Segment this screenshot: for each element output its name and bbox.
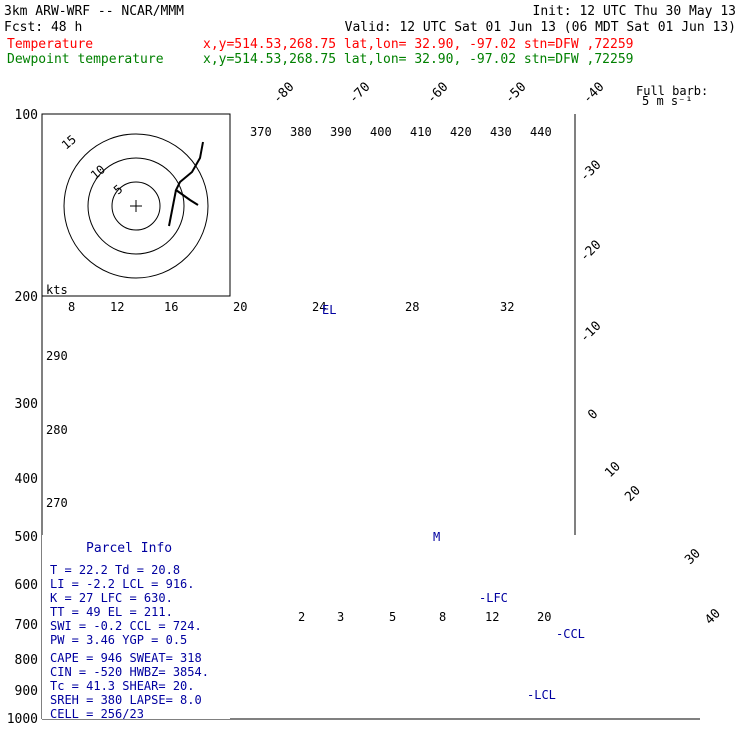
- pressure-label: 600: [15, 578, 38, 593]
- parcel-info-row: CAPE = 946 SWEAT= 318: [50, 651, 202, 665]
- theta-label: 370: [250, 125, 272, 139]
- speed-label: 8: [68, 300, 75, 314]
- wind-key-line1: Full barb:: [636, 84, 708, 98]
- hodograph: 5 10 15 kts: [41, 113, 231, 297]
- el-marker: EL: [322, 303, 336, 317]
- speed-label: 28: [405, 300, 419, 314]
- isotherm-labels: -80 -70 -60 -50 -40 -30 -20 -10 0 10 20 …: [270, 80, 724, 628]
- mixing-ratio-label: 2: [298, 610, 305, 624]
- pressure-label: 800: [15, 653, 38, 668]
- m-marker: M: [433, 530, 440, 544]
- parcel-info-row: Tc = 41.3 SHEAR= 20.: [50, 679, 195, 693]
- hodograph-ring-outer: [63, 133, 209, 279]
- parcel-info-row: TT = 49 EL = 211.: [50, 605, 173, 619]
- pressure-label: 500: [15, 530, 38, 545]
- isotherm-label: 30: [682, 546, 704, 568]
- pressure-label: 1000: [7, 712, 38, 727]
- speed-label: 24: [312, 300, 326, 314]
- theta-side-label: 280: [46, 423, 68, 437]
- isotherm-label: -80: [270, 80, 297, 107]
- parcel-info-title: Parcel Info: [86, 541, 172, 556]
- speed-label: 20: [233, 300, 247, 314]
- parcel-info-panel: Parcel Info T = 22.2 Td = 20.8 LI = -2.2…: [42, 535, 230, 721]
- hodograph-trace: [174, 141, 204, 206]
- hodograph-storm-motion: [168, 189, 177, 227]
- forecast-hour: Fcst: 48 h: [4, 20, 82, 35]
- pressure-axis-labels: 100 200 300 400 500 600 700 800 900 1000: [7, 108, 38, 727]
- parcel-info-row: SREH = 380 LAPSE= 8.0: [50, 693, 202, 707]
- speed-label: 12: [110, 300, 124, 314]
- isotherm-label: -70: [346, 80, 373, 107]
- mixing-ratio-label: 8: [439, 610, 446, 624]
- parcel-info-row: T = 22.2 Td = 20.8: [50, 563, 180, 577]
- isotherm-label: -20: [577, 238, 604, 265]
- parcel-info-row: CELL = 256/23: [50, 707, 144, 721]
- theta-label: 410: [410, 125, 432, 139]
- mixing-ratio-label: 12: [485, 610, 499, 624]
- hodograph-ring-middle: [87, 157, 185, 255]
- hodograph-ring-inner: [111, 181, 161, 231]
- theta-label: 400: [370, 125, 392, 139]
- isotherm-label: 20: [622, 483, 644, 505]
- parcel-info-row: PW = 3.46 YGP = 0.5: [50, 633, 187, 647]
- parcel-info-background: [42, 535, 230, 719]
- parcel-info-row: SWI = -0.2 CCL = 724.: [50, 619, 202, 633]
- speed-label: 16: [164, 300, 178, 314]
- valid-time: Valid: 12 UTC Sat 01 Jun 13 (06 MDT Sat …: [345, 20, 736, 35]
- pressure-label: 200: [15, 290, 38, 305]
- isotherm-label: 10: [602, 459, 624, 481]
- init-time: Init: 12 UTC Thu 30 May 13: [533, 4, 737, 19]
- mixing-ratio-label: 3: [337, 610, 344, 624]
- theta-label: 380: [290, 125, 312, 139]
- isotherm-label: -40: [580, 80, 607, 107]
- pressure-label: 300: [15, 397, 38, 412]
- theta-label: 440: [530, 125, 552, 139]
- theta-label: 430: [490, 125, 512, 139]
- isotherm-label: 0: [585, 407, 601, 423]
- isotherm-label: 40: [702, 606, 724, 628]
- dewpoint-legend-label: Dewpoint temperature: [7, 52, 164, 67]
- mixing-ratio-label: 5: [389, 610, 396, 624]
- theta-label: 390: [330, 125, 352, 139]
- hodograph-units: kts: [46, 283, 68, 297]
- parcel-info-row: LI = -2.2 LCL = 916.: [50, 577, 195, 591]
- level-markers: -LFC -CCL -LCL EL M: [322, 303, 585, 702]
- speed-label: 32: [500, 300, 514, 314]
- pressure-label: 100: [15, 108, 38, 123]
- theta-labels: 370 380 390 400 410 420 430 440 290 280 …: [46, 125, 552, 510]
- theta-side-label: 290: [46, 349, 68, 363]
- mixing-ratio-label: 20: [537, 610, 551, 624]
- pressure-label: 400: [15, 472, 38, 487]
- wind-key-line2: 5 m s⁻¹: [642, 94, 693, 108]
- ccl-marker: -CCL: [556, 627, 585, 641]
- temperature-legend-label: Temperature: [7, 37, 93, 52]
- pressure-label: 900: [15, 684, 38, 699]
- dewpoint-legend-info: x,y=514.53,268.75 lat,lon= 32.90, -97.02…: [203, 52, 633, 67]
- theta-label: 420: [450, 125, 472, 139]
- isotherm-label: -10: [577, 319, 604, 346]
- isotherm-label: -50: [502, 80, 529, 107]
- model-title: 3km ARW-WRF -- NCAR/MMM: [4, 4, 184, 19]
- speed-axis-labels: 8 12 16 20 24 28 32: [68, 300, 514, 314]
- temperature-legend-info: x,y=514.53,268.75 lat,lon= 32.90, -97.02…: [203, 37, 633, 52]
- lfc-marker: -LFC: [479, 591, 508, 605]
- lcl-marker: -LCL: [527, 688, 556, 702]
- parcel-info-row: K = 27 LFC = 630.: [50, 591, 173, 605]
- parcel-info-row: CIN = -520 HWBZ= 3854.: [50, 665, 209, 679]
- pressure-label: 700: [15, 618, 38, 633]
- theta-side-label: 270: [46, 496, 68, 510]
- isotherm-label: -60: [424, 80, 451, 107]
- isotherm-label: -30: [577, 158, 604, 185]
- mixing-ratio-labels: 2 3 5 8 12 20: [298, 610, 551, 624]
